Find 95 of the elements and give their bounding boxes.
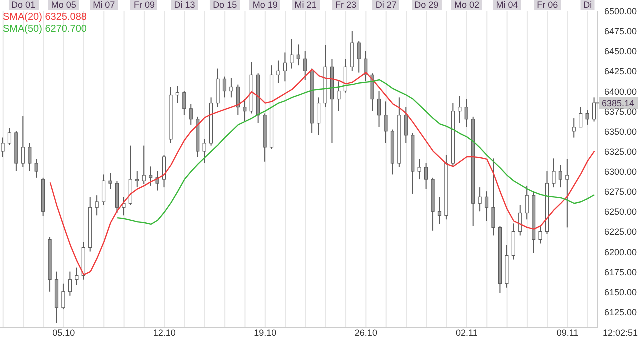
y-tick-label: 6350.00	[604, 126, 637, 137]
candlestick	[122, 196, 126, 216]
candlestick	[202, 138, 206, 164]
text: Fr 06	[534, 0, 562, 10]
text: Di 27	[372, 0, 400, 10]
candlestick	[404, 106, 408, 144]
candlestick	[304, 50, 308, 81]
x-tick-label: 02.11	[456, 328, 478, 338]
text: Fr 23	[332, 0, 360, 10]
y-tick-label: 6275.00	[604, 187, 637, 198]
y-tick-label: 6400.00	[604, 86, 637, 97]
y-tick-label: 6175.00	[604, 267, 637, 278]
text: Di 13	[171, 0, 198, 10]
text: Do 29	[412, 0, 442, 10]
candlestick	[438, 196, 442, 225]
y-tick-label: 6500.00	[604, 6, 637, 16]
text: SMA(20) 6325.088	[3, 12, 87, 24]
candlestick	[478, 187, 482, 212]
text: Mi 04	[493, 0, 522, 10]
y-tick-label: 6325.00	[604, 146, 637, 157]
y-tick-label: 6475.00	[604, 26, 637, 37]
annotation: 6385.14	[602, 98, 635, 109]
x-tick-label: 09.11	[556, 328, 579, 338]
y-tick-label: 6250.00	[604, 207, 637, 218]
candlestick	[357, 40, 361, 74]
text: Fr 09	[130, 0, 158, 10]
candlestick	[136, 171, 140, 188]
candlestick	[418, 158, 422, 180]
candlestick	[464, 98, 468, 128]
candlestick	[276, 60, 280, 84]
candlestick	[572, 118, 576, 138]
text: Mo 05	[48, 0, 80, 10]
text: 12:02:51	[602, 328, 638, 338]
candlestick	[68, 271, 72, 296]
candlestick	[108, 172, 112, 190]
candlestick	[579, 106, 583, 128]
candlestick	[558, 164, 562, 188]
candlestick	[230, 78, 234, 98]
candlestick	[592, 97, 596, 122]
candlestick	[484, 191, 489, 222]
y-tick-label: 6375.00	[604, 106, 637, 117]
candlestick	[75, 267, 79, 286]
y-tick-label: 6150.00	[604, 287, 637, 298]
y-tick-label: 6300.00	[604, 167, 637, 178]
candlestick	[162, 154, 166, 188]
text: Mo 02	[451, 0, 482, 10]
text: SMA(50) 6270.700	[3, 24, 87, 36]
candlestick	[182, 90, 186, 116]
candlestick	[156, 171, 160, 192]
candlestick	[566, 158, 570, 228]
candlestick	[586, 110, 590, 126]
candlestick	[518, 204, 522, 236]
candlestick	[296, 44, 300, 66]
y-tick-label: 6225.00	[604, 227, 637, 238]
x-tick-label: 19.10	[254, 328, 277, 338]
x-tick-label: 26.10	[354, 328, 378, 338]
text: Di	[580, 0, 596, 10]
candlestick	[189, 104, 193, 126]
candlestick	[236, 84, 240, 116]
candlestick	[95, 195, 99, 216]
text: Do 15	[210, 0, 240, 10]
candlestick	[142, 145, 146, 185]
y-tick-label: 6125.00	[604, 307, 637, 318]
candlestick	[176, 86, 180, 104]
candlestick	[525, 185, 529, 220]
candlestick	[538, 226, 542, 244]
candlestick	[317, 97, 321, 136]
text: Do 01	[8, 0, 39, 10]
y-tick-label: 6200.00	[604, 247, 637, 258]
candlestick	[8, 128, 12, 146]
candlestick	[552, 158, 556, 188]
text: Mi 07	[90, 0, 118, 10]
text: Mo 19	[250, 0, 281, 10]
line-series	[116, 79, 596, 226]
candlestick	[384, 101, 388, 144]
x-tick-label: 12.10	[153, 328, 176, 338]
candlestick	[337, 81, 341, 112]
candlestick	[424, 162, 428, 190]
text: Mi 21	[292, 0, 320, 10]
candlestick	[243, 98, 247, 122]
candlestick	[222, 76, 227, 98]
candlestick	[458, 96, 462, 124]
candlestick	[377, 90, 382, 128]
candlestick	[62, 283, 66, 310]
candlestick	[34, 158, 38, 178]
y-tick-label: 6425.00	[604, 66, 637, 77]
candlestick	[290, 38, 294, 70]
candlestick	[28, 142, 32, 172]
candlestick	[21, 116, 25, 168]
x-tick-label: 05.10	[52, 328, 76, 338]
candlestick	[102, 174, 106, 206]
candlestick	[492, 158, 496, 236]
y-tick-label: 6450.00	[604, 46, 637, 57]
candlestick	[149, 166, 153, 186]
candlestick	[283, 52, 287, 82]
